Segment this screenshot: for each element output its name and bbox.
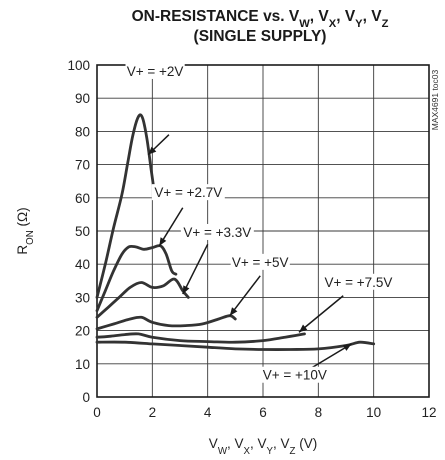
series-label-3: V+ = +5V (232, 255, 289, 270)
label-arrowhead-2 (182, 285, 190, 295)
series-label-4: V+ = +7.5V (324, 275, 392, 290)
series-label-bg-4 (321, 273, 395, 290)
y-tick-label-2: 20 (75, 324, 90, 339)
y-tick-label-8: 80 (75, 124, 90, 139)
series-line-0 (95, 113, 156, 299)
series-line-3 (95, 314, 237, 331)
series-label-bg-1 (151, 184, 225, 201)
y-tick-labels: 0 10 20 30 40 50 60 70 80 90 100 (67, 58, 90, 405)
chart-title-line-2: (SINGLE SUPPLY) (194, 28, 327, 45)
y-tick-label-4: 40 (75, 257, 90, 272)
label-arrow-4 (298, 295, 344, 333)
label-arrows (147, 134, 352, 373)
series-line-1 (95, 244, 178, 313)
label-arrowhead-0 (148, 146, 157, 155)
side-note: MAX4691 toc03 (430, 69, 440, 130)
label-arrow-2 (182, 243, 209, 295)
series-label-0: V+ = +2V (127, 64, 184, 79)
x-tick-labels: 0 2 4 6 8 10 12 (93, 405, 436, 420)
side-note-text: MAX4691 toc03 (430, 69, 440, 130)
series-label-bg-3 (230, 253, 290, 270)
y-tick-label-7: 70 (75, 158, 90, 173)
y-tick-label-6: 60 (75, 191, 90, 206)
plot-frame (96, 64, 430, 398)
x-tick-label-6: 12 (421, 405, 436, 420)
y-tick-label-5: 50 (75, 224, 90, 239)
grid (96, 64, 430, 398)
chart-title: ON-RESISTANCE vs. VW, VX, VY, VZ(SINGLE … (132, 8, 389, 45)
series-label-2: V+ = +3.3V (183, 225, 251, 240)
series-label-1: V+ = +2.7V (154, 185, 222, 200)
label-arrow-3 (229, 275, 261, 317)
series-label-bg-5 (261, 366, 328, 383)
y-tick-label-1: 10 (75, 357, 90, 372)
series-label-5: V+ = +10V (263, 368, 327, 383)
y-tick-label-9: 90 (75, 91, 90, 106)
x-tick-label-4: 8 (315, 405, 323, 420)
label-arrowhead-3 (229, 307, 238, 316)
y-tick-label-10: 100 (67, 58, 90, 73)
series-line-4 (95, 332, 306, 344)
series-label-bg-2 (180, 223, 254, 240)
series-line-2 (95, 277, 190, 319)
chart-title-line-1: ON-RESISTANCE vs. VW, VX, VY, VZ (132, 8, 389, 30)
label-arrowhead-5 (342, 343, 352, 351)
label-arrowhead-4 (299, 324, 308, 333)
x-tick-label-1: 2 (149, 405, 157, 420)
label-arrowhead-1 (159, 237, 167, 246)
x-tick-label-5: 10 (366, 405, 381, 420)
axis-labels: VW, VX, VY, VZ (V) RON (Ω) (15, 207, 317, 456)
y-tick-label-0: 0 (82, 390, 90, 405)
x-tick-label-3: 6 (259, 405, 267, 420)
series-label-bg-0 (125, 62, 185, 79)
x-axis-label: VW, VX, VY, VZ (V) (209, 436, 317, 457)
x-tick-label-0: 0 (93, 405, 101, 420)
y-tick-label-3: 30 (75, 290, 90, 305)
series-labels: V+ = +2V V+ = +2.7V V+ = +3.3V V+ = +5V V+ =… (125, 62, 395, 383)
x-tick-label-2: 4 (204, 405, 212, 420)
y-axis-label: RON (Ω) (15, 207, 36, 254)
